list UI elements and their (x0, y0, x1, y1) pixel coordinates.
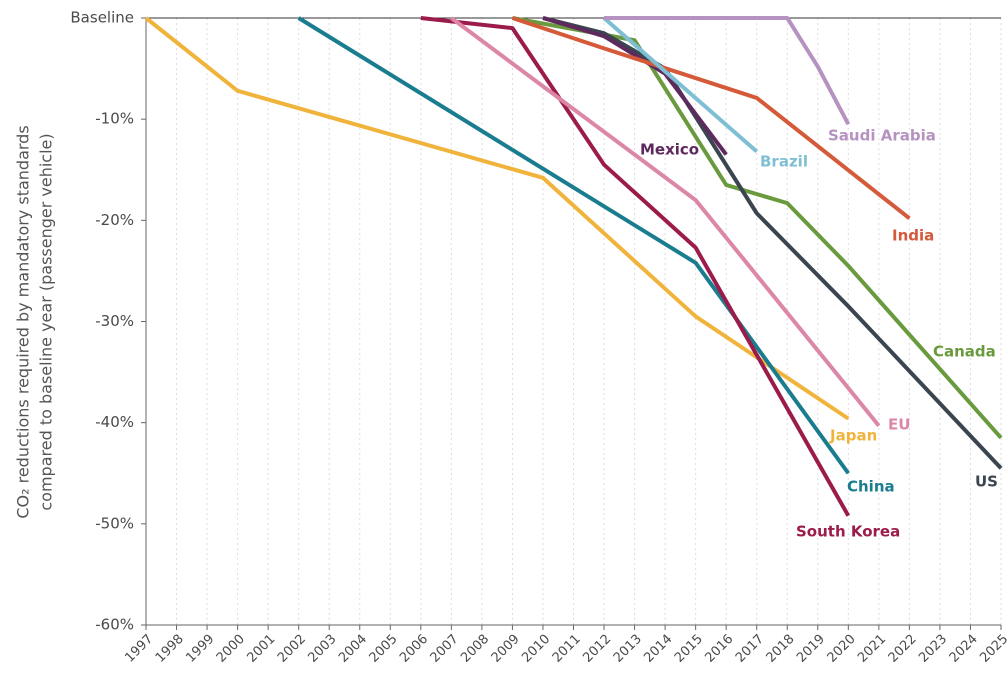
x-tick-label: 2025 (977, 632, 1007, 666)
y-tick-label: -30% (95, 312, 134, 330)
series-line (542, 16, 1003, 470)
series-line (297, 16, 850, 475)
series-line (420, 16, 851, 517)
x-tick-label: 1997 (122, 632, 156, 666)
series-label: Mexico (640, 141, 699, 159)
x-tick-label: 2016 (702, 632, 736, 666)
y-axis-label: compared to baseline year (passenger veh… (37, 133, 56, 510)
x-tick-label: 2006 (397, 632, 431, 666)
x-tick-label: 2015 (672, 632, 706, 666)
series-line (604, 16, 851, 126)
series-label: Canada (933, 343, 996, 361)
series-line (450, 16, 881, 427)
series-label: India (892, 227, 934, 245)
y-tick-label: -20% (95, 211, 134, 229)
series-label: Brazil (760, 153, 808, 171)
x-tick-label: 2008 (458, 632, 492, 666)
series-label: Japan (829, 427, 877, 445)
series-label: South Korea (796, 523, 900, 541)
x-tick-label: 2021 (855, 632, 889, 666)
x-tick-label: 2020 (825, 632, 859, 666)
x-tick-label: 2019 (794, 632, 828, 666)
y-tick-label: Baseline (70, 9, 134, 27)
x-tick-label: 2023 (916, 632, 950, 666)
x-tick-label: 2018 (764, 632, 798, 666)
series-label: China (847, 478, 895, 496)
y-tick-label: -10% (95, 110, 134, 128)
x-tick-label: 2017 (733, 632, 767, 666)
x-tick-label: 2009 (489, 632, 523, 666)
x-tick-label: 1998 (153, 632, 187, 666)
series-line (144, 16, 850, 421)
x-tick-label: 2002 (275, 632, 309, 666)
x-tick-label: 2001 (244, 632, 278, 666)
y-tick-label: -50% (95, 514, 134, 532)
x-tick-label: 2014 (641, 632, 675, 666)
y-tick-label: -40% (95, 413, 134, 431)
x-tick-label: 2012 (580, 632, 614, 666)
x-tick-label: 2004 (336, 632, 370, 666)
series-line (602, 16, 759, 154)
x-tick-label: 2003 (306, 632, 340, 666)
x-tick-label: 2013 (611, 632, 645, 666)
series-line (512, 16, 1003, 440)
x-tick-label: 2000 (214, 632, 248, 666)
series-label: US (975, 473, 998, 491)
series-line (511, 16, 911, 220)
x-tick-label: 1999 (183, 632, 217, 666)
y-axis-label: CO₂ reductions required by mandatory sta… (14, 125, 33, 518)
series-line (542, 16, 728, 156)
series-label: Saudi Arabia (828, 127, 936, 145)
x-tick-label: 2024 (947, 632, 981, 666)
series-label: EU (888, 416, 910, 434)
x-tick-label: 2005 (367, 632, 401, 666)
x-tick-label: 2010 (519, 632, 553, 666)
x-tick-label: 2022 (886, 632, 920, 666)
x-tick-label: 2011 (550, 632, 584, 666)
x-tick-label: 2007 (428, 632, 462, 666)
y-tick-label: -60% (95, 616, 134, 634)
